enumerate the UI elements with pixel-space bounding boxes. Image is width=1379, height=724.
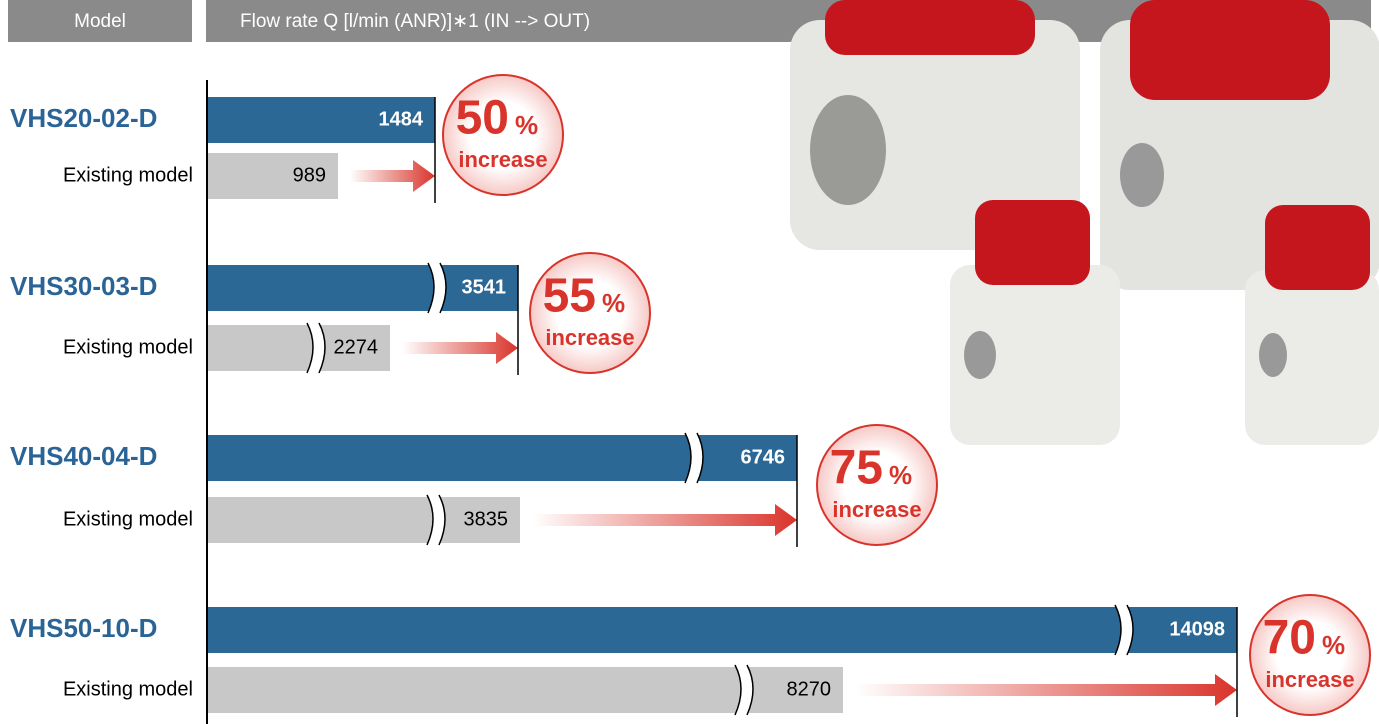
arrow [532, 504, 797, 536]
new-value: 3541 [462, 276, 507, 298]
existing-value: 2274 [334, 336, 379, 358]
increase-text: increase [1265, 667, 1354, 692]
model-label: VHS30-03-D [10, 271, 157, 301]
arrow [402, 332, 518, 364]
model-label: VHS50-10-D [10, 613, 157, 643]
new-value: 6746 [741, 446, 786, 468]
existing-value: 3835 [464, 508, 509, 530]
existing-value: 989 [293, 164, 326, 186]
model-label: VHS40-04-D [10, 441, 157, 471]
existing-label: Existing model [63, 164, 193, 186]
existing-label: Existing model [63, 508, 193, 530]
infographic: Model Flow rate Q [l/min (ANR)]∗1 (IN --… [0, 0, 1379, 724]
new-value: 1484 [379, 108, 424, 130]
increase-text: increase [458, 147, 547, 172]
increase-percent: % [1322, 630, 1345, 660]
header-model: Model [74, 11, 126, 32]
increase-percent: % [602, 288, 625, 318]
increase-text: increase [832, 497, 921, 522]
existing-value: 8270 [787, 678, 832, 700]
existing-label: Existing model [63, 678, 193, 700]
increase-percent: % [515, 110, 538, 140]
new-bar [208, 435, 797, 481]
increase-value: 70 [1263, 612, 1316, 665]
increase-value: 55 [543, 270, 596, 323]
arrow [855, 674, 1237, 706]
product-photo [790, 0, 1379, 445]
model-label: VHS20-02-D [10, 103, 157, 133]
arrow [350, 160, 435, 192]
new-bar [208, 607, 1237, 653]
header-flow-rate: Flow rate Q [l/min (ANR)]∗1 (IN --> OUT) [240, 11, 590, 32]
increase-value: 50 [456, 92, 509, 145]
increase-percent: % [889, 460, 912, 490]
increase-text: increase [545, 325, 634, 350]
existing-label: Existing model [63, 336, 193, 358]
new-value: 14098 [1169, 618, 1225, 640]
increase-value: 75 [830, 442, 883, 495]
